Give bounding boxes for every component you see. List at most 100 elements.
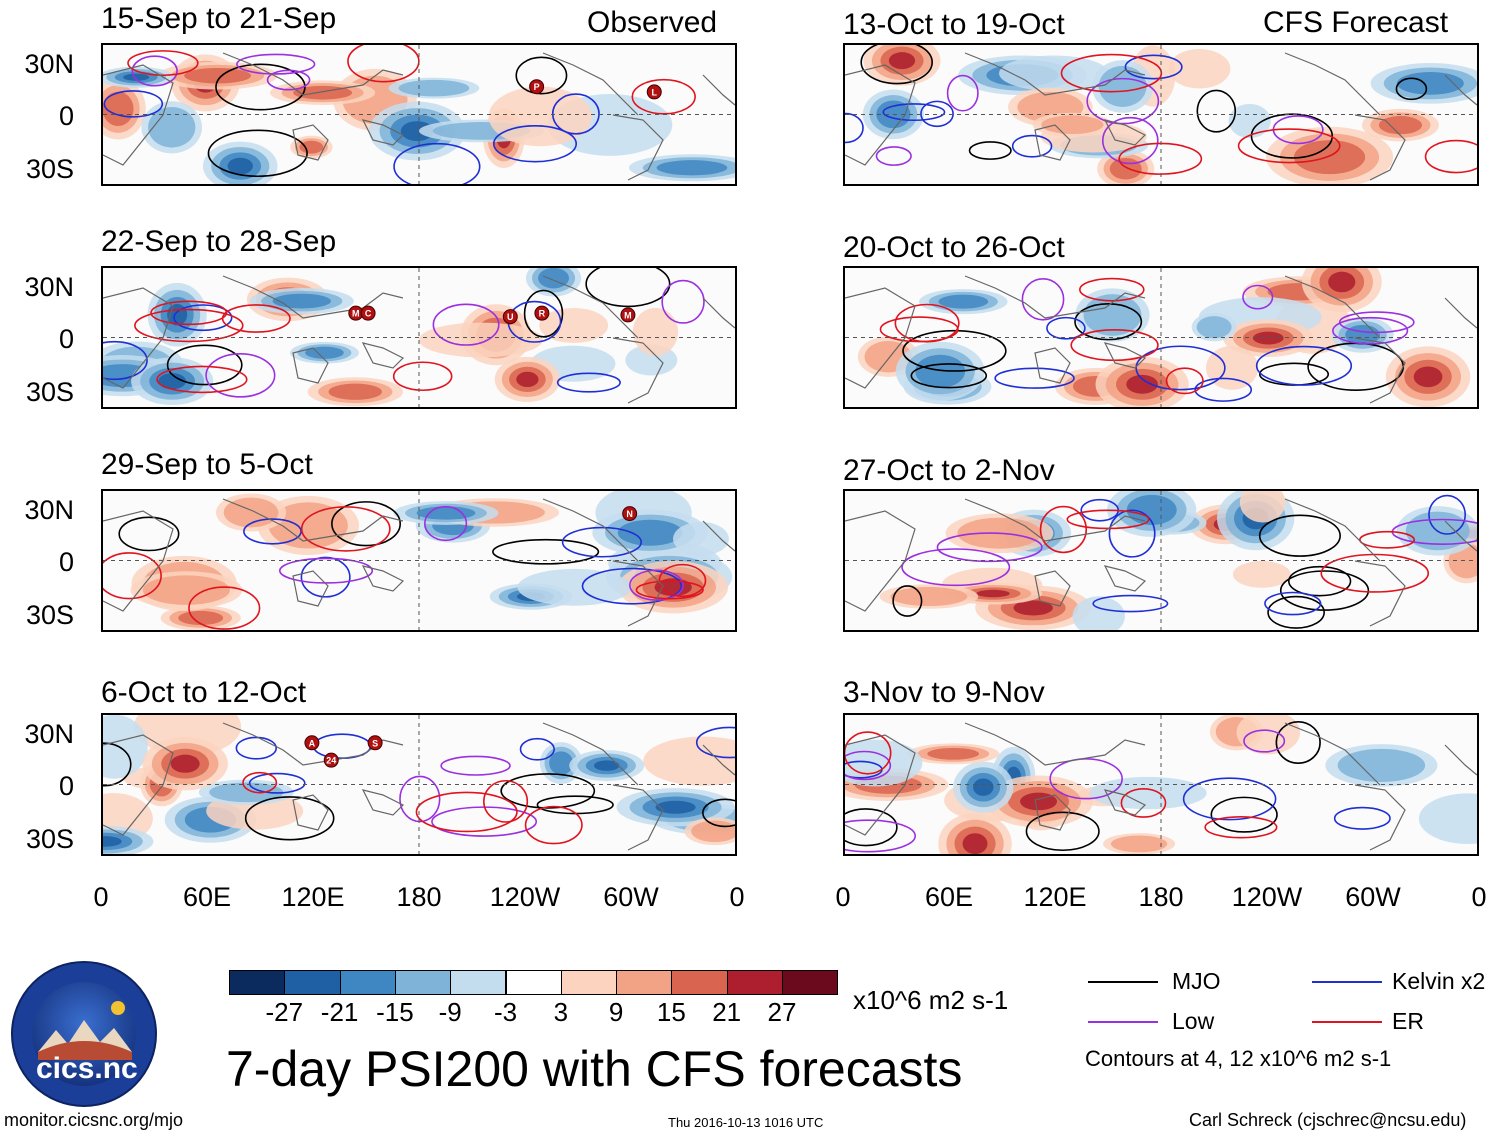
kelvin-x2-contour xyxy=(1264,591,1322,616)
colorbar-swatch xyxy=(671,970,728,995)
panel-title: 27-Oct to 2-Nov xyxy=(843,454,1055,487)
mjo-contour xyxy=(103,742,132,787)
coastline xyxy=(702,297,735,329)
er-contour xyxy=(1204,816,1278,839)
colorbar-tick-label: -21 xyxy=(320,997,359,1027)
storm-marker: S xyxy=(367,735,383,751)
positive-anomaly xyxy=(890,586,968,607)
er-contour xyxy=(1359,530,1416,549)
negative-anomaly xyxy=(227,157,253,175)
er-contour xyxy=(1079,277,1145,302)
positive-anomaly xyxy=(178,610,224,626)
lon-tick-label: 120E xyxy=(281,882,345,912)
er-contour xyxy=(658,563,707,598)
positive-anomaly xyxy=(1168,48,1231,89)
colorbar-swatch xyxy=(339,970,396,995)
er-legend-line xyxy=(1312,1021,1382,1023)
low-contour xyxy=(266,69,311,91)
kelvin-x2-contour xyxy=(561,526,643,558)
storm-label: R xyxy=(539,309,546,319)
low-contour xyxy=(901,548,1011,587)
er-contour xyxy=(103,552,162,600)
storm-marker: A xyxy=(304,735,320,751)
storm-label: M xyxy=(352,309,360,319)
storm-label: U xyxy=(507,312,514,322)
coastline xyxy=(222,52,404,96)
negative-anomaly xyxy=(999,55,1109,92)
storm-marker: M xyxy=(620,307,636,323)
colorbar-swatch xyxy=(560,970,618,995)
low-contour xyxy=(432,303,500,346)
negative-anomaly xyxy=(673,521,729,556)
er-contour xyxy=(300,506,391,552)
coastline xyxy=(1354,337,1406,404)
negative-anomaly xyxy=(915,354,966,388)
low-contour xyxy=(399,775,441,823)
positive-anomaly xyxy=(1232,560,1291,588)
colorbar-tick-label: 9 xyxy=(608,997,624,1027)
er-contour xyxy=(1165,367,1204,395)
er-contour xyxy=(631,78,696,115)
kelvin-x2-contour xyxy=(243,518,302,545)
colorbar-swatch xyxy=(782,970,839,995)
colorbar-tick-label: 15 xyxy=(656,997,686,1027)
positive-anomaly xyxy=(488,86,592,147)
mjo-contour xyxy=(244,796,335,841)
kelvin-x2-contour xyxy=(581,567,683,605)
mjo-contour xyxy=(1288,565,1352,597)
coastline xyxy=(1444,74,1477,106)
coastline xyxy=(964,498,1146,542)
negative-anomaly xyxy=(123,73,150,81)
positive-anomaly xyxy=(1252,331,1284,345)
coastline xyxy=(702,744,735,776)
mjo-contour xyxy=(118,516,180,552)
kelvin-x2-contour xyxy=(248,772,306,794)
coastline xyxy=(292,124,329,161)
storm-marker: R xyxy=(534,305,550,321)
footer-timestamp: Thu 2016-10-13 1016 UTC xyxy=(668,1115,824,1130)
coastline xyxy=(1444,744,1477,776)
positive-anomaly xyxy=(962,833,988,854)
low-contour xyxy=(440,755,511,776)
lat-tick-label: 0 xyxy=(58,324,74,354)
lat-tick-label: 0 xyxy=(58,547,74,577)
kelvin-x2-contour xyxy=(1428,494,1467,535)
positive-anomaly xyxy=(1328,271,1356,293)
lon-tick-label: 60W xyxy=(1345,882,1401,912)
storm-label: P xyxy=(534,82,540,92)
lon-tick-label: 0 xyxy=(93,882,109,912)
footer-url[interactable]: monitor.cicsnc.org/mjo xyxy=(4,1110,184,1130)
negative-anomaly xyxy=(593,760,620,771)
er-contour xyxy=(894,303,960,343)
mjo-contour xyxy=(845,808,898,847)
coastline xyxy=(612,337,664,404)
storm-marker: N xyxy=(622,506,638,522)
coastline xyxy=(542,498,639,562)
lat-tick-label: 0 xyxy=(58,101,74,131)
positive-anomaly xyxy=(632,307,679,356)
coastline xyxy=(1034,570,1071,607)
kelvin-x2-contour xyxy=(519,737,555,761)
mjo-contour xyxy=(1258,514,1341,557)
low-legend-line xyxy=(1088,1021,1158,1023)
negative-anomaly xyxy=(103,715,148,779)
er-contour xyxy=(1070,329,1159,362)
positive-anomaly xyxy=(927,747,980,760)
main-title: 7-day PSI200 with CFS forecasts xyxy=(226,1041,963,1097)
colorbar-tick-label: -3 xyxy=(493,997,518,1027)
negative-anomaly xyxy=(1072,596,1125,630)
negative-anomaly xyxy=(1418,793,1477,844)
coastline xyxy=(1034,794,1071,831)
lat-tick-label: 0 xyxy=(58,771,74,801)
mjo-contour xyxy=(1210,796,1278,833)
coastline xyxy=(1284,275,1381,339)
mjo-contour xyxy=(331,501,401,547)
storm-marker: 24 xyxy=(323,752,339,768)
kelvin-x2-contour xyxy=(695,726,735,759)
colorbar-units: x10^6 m2 s-1 xyxy=(853,985,1009,1015)
mjo-contour xyxy=(585,268,671,308)
low-contour xyxy=(423,505,468,542)
map-panel xyxy=(843,713,1479,856)
coastline xyxy=(1444,297,1477,329)
kelvin-x2-contour xyxy=(103,340,148,381)
